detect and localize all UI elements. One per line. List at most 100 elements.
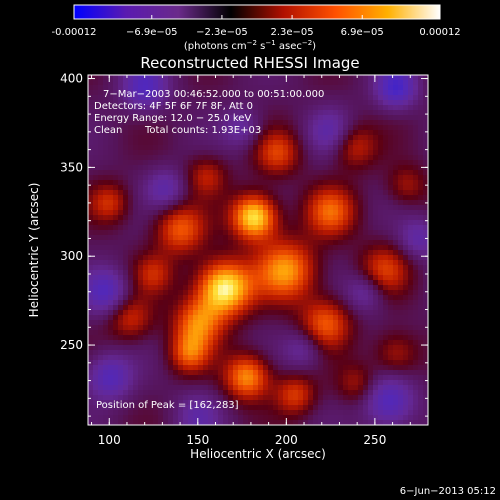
heatmap-cell [338, 80, 344, 86]
heatmap-cell [408, 310, 414, 316]
heatmap-cell [378, 175, 384, 181]
heatmap-cell [108, 275, 114, 281]
heatmap-cell [298, 285, 304, 291]
heatmap-cell [423, 275, 428, 281]
heatmap-cell [288, 85, 294, 91]
heatmap-cell [93, 315, 99, 321]
heatmap-cell [423, 410, 428, 416]
heatmap-cell [408, 340, 414, 346]
heatmap-cell [348, 210, 354, 216]
heatmap-cell [183, 225, 189, 231]
heatmap-cell [328, 325, 334, 331]
heatmap-cell [123, 155, 129, 161]
heatmap-cell [343, 405, 349, 411]
heatmap-cell [108, 395, 114, 401]
heatmap-cell [133, 250, 139, 256]
heatmap-cell [298, 370, 304, 376]
heatmap-cell [188, 240, 194, 246]
heatmap-cell [203, 410, 209, 416]
heatmap-cell [263, 390, 269, 396]
heatmap-cell [153, 270, 159, 276]
heatmap-cell [398, 175, 404, 181]
heatmap-cell [183, 110, 189, 116]
heatmap-cell [223, 410, 229, 416]
heatmap-cell [328, 215, 334, 221]
heatmap-cell [308, 370, 314, 376]
heatmap-cell [158, 350, 164, 356]
heatmap-cell [268, 315, 274, 321]
heatmap-cell [173, 415, 179, 421]
heatmap-cell [98, 165, 104, 171]
heatmap-cell [203, 170, 209, 176]
heatmap-cell [243, 140, 249, 146]
heatmap-cell [178, 230, 184, 236]
heatmap-cell [368, 415, 374, 421]
heatmap-cell [363, 165, 369, 171]
heatmap-cell [103, 160, 109, 166]
heatmap-cell [393, 370, 399, 376]
heatmap-cell [413, 340, 419, 346]
heatmap-cell [388, 320, 394, 326]
heatmap-cell [133, 105, 139, 111]
heatmap-cell [333, 195, 339, 201]
heatmap-cell [348, 240, 354, 246]
heatmap-cell [308, 185, 314, 191]
heatmap-cell [323, 340, 329, 346]
y-tick-label: 400 [60, 72, 83, 86]
heatmap-cell [383, 400, 389, 406]
heatmap-cell [213, 100, 219, 106]
heatmap-cell [333, 340, 339, 346]
heatmap-cell [168, 415, 174, 421]
heatmap-cell [88, 230, 94, 236]
heatmap-cell [203, 160, 209, 166]
heatmap-cell [368, 225, 374, 231]
heatmap-cell [93, 100, 99, 106]
heatmap-cell [168, 205, 174, 211]
heatmap-cell [93, 300, 99, 306]
heatmap-cell [123, 245, 129, 251]
heatmap-cell [178, 245, 184, 251]
heatmap-cell [263, 205, 269, 211]
heatmap-cell [208, 290, 214, 296]
heatmap-cell [188, 90, 194, 96]
heatmap-cell [303, 240, 309, 246]
heatmap-cell [118, 415, 124, 421]
heatmap-cell [138, 145, 144, 151]
heatmap-cell [333, 315, 339, 321]
heatmap-cell [333, 185, 339, 191]
heatmap-cell [103, 370, 109, 376]
heatmap-cell [388, 250, 394, 256]
heatmap-cell [413, 165, 419, 171]
heatmap-cell [363, 110, 369, 116]
heatmap-cell [88, 355, 94, 361]
heatmap-cell [303, 205, 309, 211]
heatmap-cell [198, 350, 204, 356]
heatmap-cell [238, 325, 244, 331]
heatmap-cell [308, 145, 314, 151]
heatmap-cell [223, 335, 229, 341]
heatmap-cell [283, 410, 289, 416]
heatmap-cell [143, 350, 149, 356]
heatmap-cell [268, 280, 274, 286]
heatmap-cell [258, 210, 264, 216]
heatmap-cell [358, 75, 364, 81]
heatmap-cell [308, 105, 314, 111]
heatmap-cell [153, 285, 159, 291]
heatmap-cell [408, 200, 414, 206]
heatmap-cell [263, 310, 269, 316]
heatmap-cell [353, 250, 359, 256]
heatmap-cell [378, 220, 384, 226]
heatmap-cell [228, 135, 234, 141]
heatmap-cell [308, 285, 314, 291]
heatmap-cell [133, 385, 139, 391]
heatmap-cell [168, 105, 174, 111]
heatmap-cell [128, 300, 134, 306]
heatmap-cell [408, 420, 414, 425]
heatmap-cell [388, 150, 394, 156]
heatmap-cell [383, 360, 389, 366]
heatmap-cell [253, 260, 259, 266]
heatmap-cell [343, 315, 349, 321]
heatmap-cell [248, 115, 254, 121]
heatmap-cell [353, 295, 359, 301]
